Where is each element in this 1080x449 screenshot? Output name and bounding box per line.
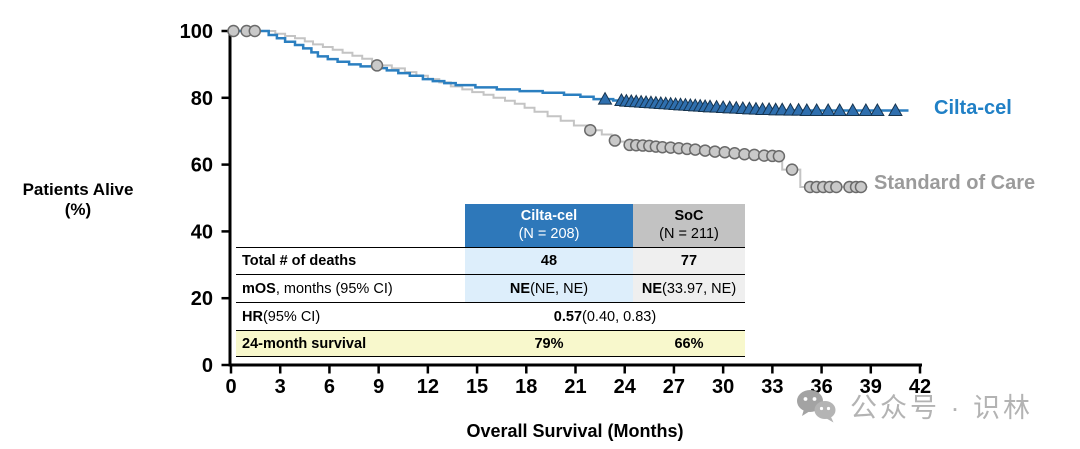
row-24-month-label: 24-month survival xyxy=(242,335,367,352)
row-total-deaths-cilta: 48 xyxy=(465,248,633,274)
row-hr-label-rest: (95% CI) xyxy=(262,308,321,325)
row-mos-label-rest: , months (95% CI) xyxy=(275,280,393,297)
censor-circle xyxy=(370,59,384,72)
row-mos-soc-bold: NE xyxy=(641,280,662,297)
censor-triangle xyxy=(858,102,874,116)
x-tick-label: 30 xyxy=(712,376,734,398)
censor-triangle xyxy=(809,102,825,116)
y-axis-title-line2: (%) xyxy=(64,200,92,219)
row-total-deaths-soc: 77 xyxy=(633,248,745,274)
x-tick-label: 6 xyxy=(324,376,335,398)
censor-markers-standard-of-care xyxy=(227,24,868,194)
censor-circle xyxy=(227,24,240,38)
x-axis-title: Overall Survival (Months) xyxy=(466,421,684,441)
censor-circle xyxy=(772,150,786,163)
row-mos-label-bold: mOS xyxy=(242,280,276,297)
x-tick-label: 27 xyxy=(663,376,685,398)
x-tick-label: 3 xyxy=(275,376,286,398)
stats-table-header-row: Cilta-cel (N = 208) SoC (N = 211) xyxy=(236,204,745,247)
wechat-icon xyxy=(797,389,836,422)
header-soc: SoC (N = 211) xyxy=(633,204,745,247)
header-soc-n: (N = 211) xyxy=(659,225,719,242)
series-label-standard-of-care: Standard of Care xyxy=(874,172,1036,194)
censor-circle xyxy=(854,180,868,194)
row-total-deaths: Total # of deaths 48 77 xyxy=(236,247,745,274)
watermark-text: 公众号 · 识林 xyxy=(850,393,1033,423)
row-24-month-survival: 24-month survival 79% 66% xyxy=(236,330,745,357)
censor-triangle xyxy=(870,102,885,116)
header-soc-name: SoC xyxy=(674,208,704,225)
row-hr-value: 0.57 (0.40, 0.83) xyxy=(465,303,745,330)
censor-circle xyxy=(608,134,622,147)
x-tick-label: 39 xyxy=(860,376,882,398)
x-tick-label: 42 xyxy=(909,376,931,398)
censor-circle xyxy=(248,24,262,38)
row-hr-value-rest: (0.40, 0.83) xyxy=(582,308,657,325)
row-mos-cilta: NE (NE, NE) xyxy=(465,275,633,302)
stats-table: Cilta-cel (N = 208) SoC (N = 211) Total … xyxy=(236,204,745,357)
y-tick-label: 40 xyxy=(191,221,213,243)
row-mos-label: mOS, months (95% CI) xyxy=(236,275,465,302)
censor-circle xyxy=(830,180,843,194)
row-hr: HR (95% CI) 0.57 (0.40, 0.83) xyxy=(236,302,745,330)
censor-markers-cilta-cel xyxy=(597,91,903,116)
x-tick-label: 9 xyxy=(373,376,384,398)
row-mos-cilta-bold: NE xyxy=(509,280,531,297)
header-cilta-n: (N = 208) xyxy=(518,225,580,242)
x-tick-label: 24 xyxy=(614,376,637,398)
censor-triangle xyxy=(832,102,847,116)
x-tick-label: 0 xyxy=(225,376,236,398)
censor-triangle xyxy=(845,102,861,116)
censor-circle xyxy=(785,163,799,176)
row-hr-label-bold: HR xyxy=(242,308,263,325)
x-tick-label: 12 xyxy=(417,376,439,398)
y-tick-label: 0 xyxy=(202,355,213,377)
row-mos-cilta-rest: (NE, NE) xyxy=(530,280,589,297)
y-tick-label: 100 xyxy=(180,21,213,43)
x-tick-label: 33 xyxy=(761,376,783,398)
x-tick-label: 21 xyxy=(564,376,586,398)
header-cilta-cel: Cilta-cel (N = 208) xyxy=(465,204,633,247)
row-mos-soc: NE (33.97, NE) xyxy=(633,275,745,302)
censor-triangle xyxy=(820,102,836,116)
x-tick-label: 15 xyxy=(466,376,488,398)
censor-triangle xyxy=(799,102,815,116)
y-tick-label: 80 xyxy=(191,88,213,110)
y-tick-label: 20 xyxy=(191,288,213,310)
row-24-month-cilta: 79% xyxy=(534,335,564,352)
row-hr-value-bold: 0.57 xyxy=(553,308,583,325)
x-tick-label: 18 xyxy=(515,376,537,398)
series-label-cilta-cel: Cilta-cel xyxy=(934,97,1012,119)
row-hr-label: HR (95% CI) xyxy=(236,303,465,330)
watermark: 公众号 · 识林 xyxy=(796,386,1033,425)
row-total-deaths-label: Total # of deaths xyxy=(242,253,357,269)
header-cilta-name: Cilta-cel xyxy=(520,208,578,225)
row-24-month-soc: 66% xyxy=(674,335,704,352)
header-spacer xyxy=(236,204,465,247)
y-tick-label: 60 xyxy=(191,155,213,177)
y-axis-title-line1: Patients Alive xyxy=(22,180,134,199)
censor-circle xyxy=(584,123,597,137)
censor-triangle xyxy=(888,102,903,116)
row-mos: mOS, months (95% CI) NE (NE, NE) NE (33.… xyxy=(236,274,745,302)
survival-curve-cilta-cel xyxy=(231,29,909,112)
y-axis-title: Patients Alive (%) xyxy=(0,180,156,220)
row-mos-soc-rest: (33.97, NE) xyxy=(662,280,737,297)
censor-triangle xyxy=(597,91,613,105)
